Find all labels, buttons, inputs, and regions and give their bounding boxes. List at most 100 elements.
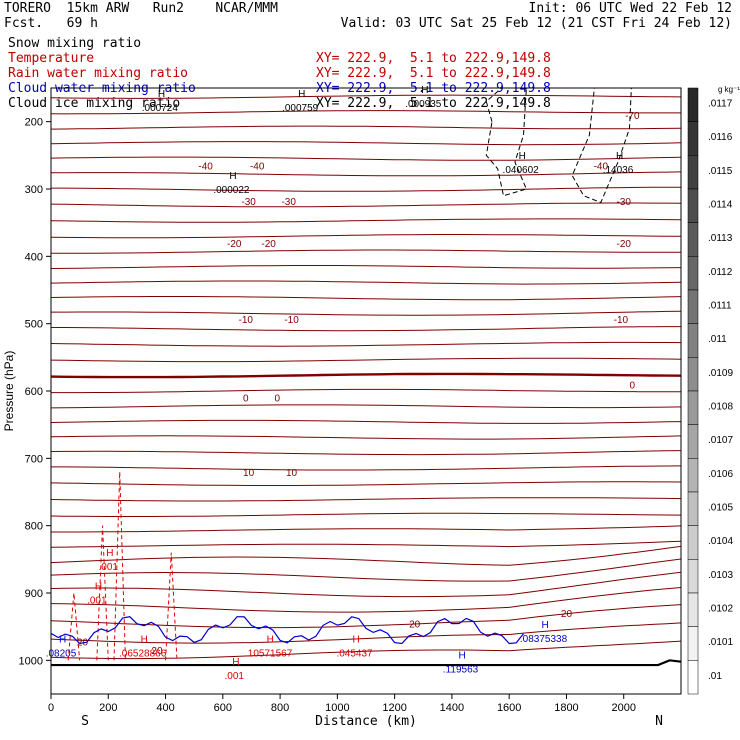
x-tick-label: 1800 <box>554 702 578 714</box>
isotherm-line <box>51 558 681 582</box>
isotherm-line <box>51 545 681 566</box>
isotherm-line <box>51 234 681 239</box>
isotherm-line <box>51 141 681 146</box>
maximum-value-label: .000724 <box>142 103 179 114</box>
colorbar-swatch <box>687 525 699 560</box>
isotherm-label: 10 <box>243 468 255 479</box>
colorbar-swatch <box>687 256 699 291</box>
field-name: Rain water mixing ratio <box>8 66 189 81</box>
colorbar-unit: g kg⁻¹ <box>718 85 740 94</box>
colorbar-swatch <box>687 323 699 358</box>
x-tick-label: 0 <box>48 702 54 714</box>
maximum-value-label: .000022 <box>213 185 250 196</box>
colorbar-swatch <box>687 155 699 190</box>
cloud-ice-contour <box>485 88 528 197</box>
isotherm-label: 0 <box>274 394 280 405</box>
right-endpoint-label: N <box>655 714 663 729</box>
isotherm-label: 20 <box>151 646 163 657</box>
left-endpoint-label: S <box>81 714 89 729</box>
isotherm-line <box>51 249 681 254</box>
isotherm-line <box>51 186 681 192</box>
colorbar-swatch <box>687 660 699 695</box>
x-tick-label: 1000 <box>325 702 349 714</box>
maximum-value-label: .14036 <box>603 165 634 176</box>
y-tick-label: 800 <box>25 521 43 533</box>
colorbar-swatch <box>687 559 699 594</box>
isotherm-line <box>51 388 681 394</box>
colorbar-swatch <box>687 592 699 627</box>
field-xy: XY= 222.9, 5.1 to 222.9,149.8 <box>316 66 551 81</box>
x-tick-label: 200 <box>99 702 117 714</box>
colorbar-label: .0114 <box>708 200 733 211</box>
colorbar-label: .0107 <box>708 435 733 446</box>
colorbar-swatch <box>687 491 699 526</box>
x-tick-label: 1200 <box>382 702 406 714</box>
maximum-value-label: .040602 <box>503 165 540 176</box>
maximum-value-label: .001 <box>87 596 107 607</box>
colorbar-swatch <box>687 289 699 324</box>
colorbar-label: .0112 <box>708 267 733 278</box>
isotherm-line <box>51 156 681 161</box>
y-tick-label: 600 <box>25 386 43 398</box>
isotherm-line <box>51 326 681 332</box>
isotherm-label: -10 <box>284 315 299 326</box>
maximum-value-label: .000759 <box>282 103 319 114</box>
rain-water-contour <box>67 592 81 661</box>
isotherm-line <box>51 435 681 440</box>
isotherm-line <box>51 587 681 613</box>
isotherm-line <box>51 512 681 517</box>
isotherm-line <box>51 419 681 424</box>
header-fcst: Fcst. 69 h <box>4 16 98 31</box>
colorbar-swatch <box>687 357 699 392</box>
isotherm-label: -30 <box>241 197 256 208</box>
isotherm-label: -40 <box>250 161 265 172</box>
maximum-h-marker: H <box>141 634 148 645</box>
colorbar-label: .0111 <box>708 301 732 312</box>
header-init: Init: 06 UTC Wed 22 Feb 12 <box>528 1 733 16</box>
colorbar-label: .0117 <box>708 99 733 110</box>
cloud-water-contour <box>51 616 524 645</box>
isotherm-line <box>51 125 681 130</box>
field-name: Snow mixing ratio <box>8 36 142 51</box>
colorbar-swatch <box>687 87 699 122</box>
colorbar-label: .01 <box>708 671 722 682</box>
y-tick-label: 1000 <box>19 655 43 667</box>
isotherm-label: -40 <box>198 161 213 172</box>
colorbar-label: .0102 <box>708 604 733 615</box>
isotherm-line <box>51 357 681 363</box>
isotherm-label: 20 <box>77 637 89 648</box>
rain-water-contour <box>96 525 109 661</box>
isotherm-line <box>51 525 681 533</box>
y-tick-label: 200 <box>25 117 43 129</box>
colorbar-swatch <box>687 188 699 223</box>
isotherm-line <box>51 497 681 502</box>
isotherm-line <box>51 80 681 83</box>
x-tick-label: 1400 <box>440 702 464 714</box>
maximum-h-marker: H <box>59 634 66 645</box>
y-tick-label: 300 <box>25 184 43 196</box>
maximum-h-marker: H <box>95 582 102 593</box>
x-tick-label: 1600 <box>497 702 521 714</box>
colorbar-label: .0113 <box>708 233 733 244</box>
isotherm-line <box>51 450 681 456</box>
maximum-h-marker: H <box>459 650 466 661</box>
maximum-value-label: .10571567 <box>245 648 293 659</box>
isotherm-label: 0 <box>630 380 636 391</box>
isotherm-label: 10 <box>286 468 298 479</box>
colorbar-label: .0106 <box>708 469 733 480</box>
maximum-h-marker: H <box>616 151 623 162</box>
isotherm-label: -40 <box>594 161 609 172</box>
colorbar-label: .0105 <box>708 503 733 514</box>
field-name: Cloud ice mixing ratio <box>8 96 181 111</box>
isotherm-label: -70 <box>625 111 640 122</box>
isotherm-line <box>51 481 681 486</box>
isotherm-label: -20 <box>261 239 276 250</box>
isotherm-line <box>51 404 681 409</box>
y-tick-label: 700 <box>25 453 43 465</box>
header-valid: Valid: 03 UTC Sat 25 Feb 12 (21 CST Fri … <box>340 16 732 31</box>
maximum-value-label: .045437 <box>336 648 373 659</box>
maximum-value-label: .001 <box>99 562 119 573</box>
maximum-value-label: .08205 <box>46 648 77 659</box>
x-tick-label: 2000 <box>611 702 635 714</box>
